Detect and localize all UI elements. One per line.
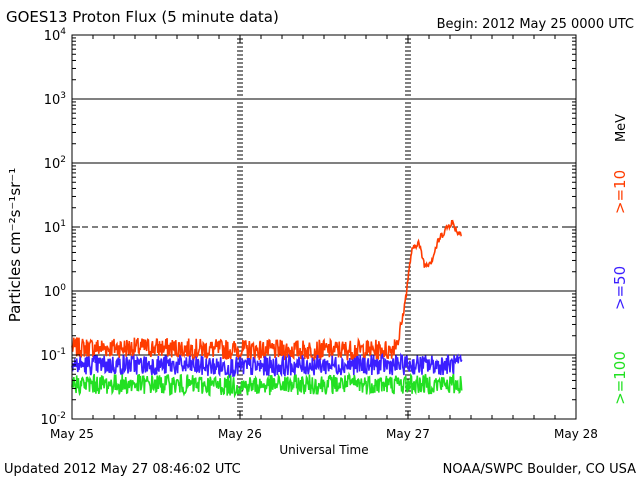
x-axis-ticks: May 25 May 26 May 27 May 28 [50, 35, 598, 441]
y-tick-label: 102 [44, 155, 66, 172]
x-axis-label: Universal Time [279, 443, 368, 457]
series-line [71, 371, 463, 399]
series-group [71, 219, 463, 399]
x-tick-label: May 27 [386, 427, 430, 441]
legend-entry: >=50 [611, 266, 629, 310]
x-tick-label: May 25 [50, 427, 94, 441]
y-axis-label: Particles cm⁻²s⁻¹sr⁻¹ [6, 168, 24, 322]
y-tick-label: 10-1 [40, 347, 66, 364]
x-tick-label: May 28 [554, 427, 598, 441]
series-line [71, 219, 462, 362]
source-label: NOAA/SWPC Boulder, CO USA [443, 462, 636, 477]
legend-unit: MeV [614, 114, 629, 142]
day-divider-ticks [237, 38, 411, 416]
legend-entry: >=100 [611, 351, 629, 405]
series-line [71, 352, 463, 379]
y-tick-label: 104 [44, 27, 67, 44]
legend-entry: >=10 [611, 170, 629, 214]
updated-label: Updated 2012 May 27 08:46:02 UTC [4, 462, 241, 477]
grid-lines [72, 98, 576, 356]
y-tick-label: 101 [44, 219, 66, 236]
y-tick-label: 103 [44, 91, 66, 108]
x-tick-label: May 26 [218, 427, 262, 441]
y-tick-label: 100 [44, 283, 67, 300]
chart-title: GOES13 Proton Flux (5 minute data) [6, 8, 279, 26]
y-axis-ticks: 10-2 10-1 100 101 102 103 104 [40, 27, 576, 428]
begin-label: Begin: 2012 May 25 0000 UTC [437, 17, 634, 32]
y-tick-label: 10-2 [40, 411, 66, 428]
legend: MeV >=10 >=50 >=100 [611, 114, 629, 405]
